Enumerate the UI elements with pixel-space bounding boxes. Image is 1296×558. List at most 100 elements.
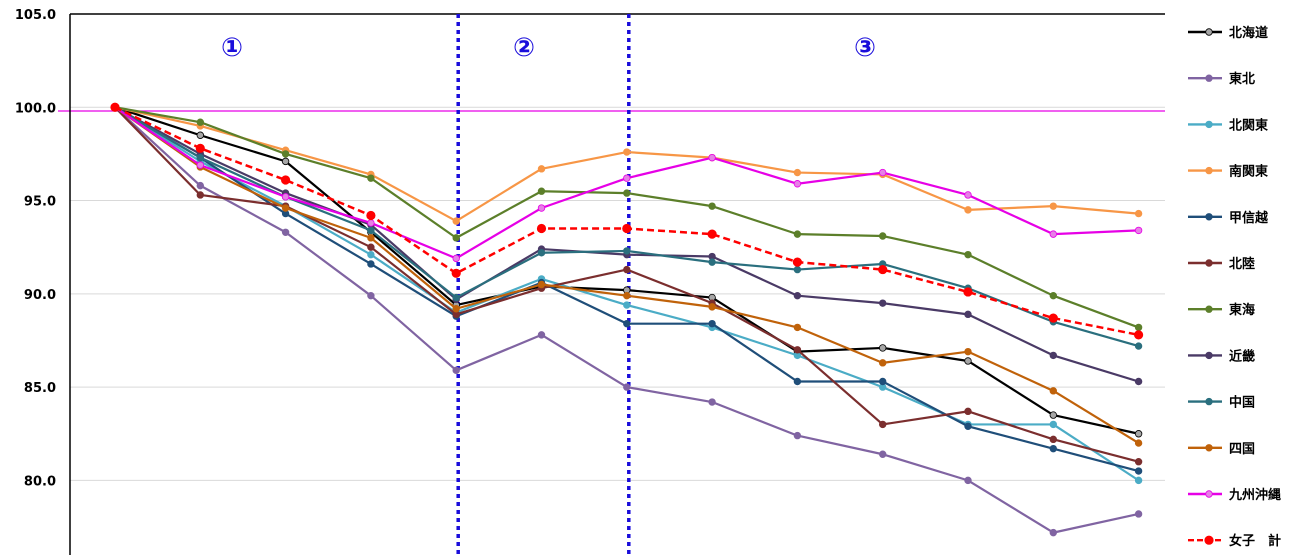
legend-item: 東海	[1188, 302, 1255, 318]
data-point	[451, 268, 461, 278]
data-point	[196, 181, 204, 190]
data-point	[1134, 377, 1143, 386]
data-point	[1048, 313, 1058, 323]
data-point	[708, 303, 716, 311]
data-point	[1134, 430, 1143, 438]
data-point	[537, 165, 546, 173]
series-line	[114, 106, 1139, 260]
data-point	[708, 258, 716, 266]
legend-swatch-marker	[1205, 351, 1213, 360]
data-point	[1134, 323, 1143, 332]
data-point	[537, 280, 546, 289]
legend-item: 近畿	[1188, 348, 1255, 364]
data-point	[1049, 351, 1057, 360]
data-point	[879, 359, 887, 367]
data-point	[793, 431, 802, 440]
data-point	[708, 319, 716, 328]
legend-label: 四国	[1229, 442, 1255, 457]
data-point	[1134, 458, 1143, 466]
data-point	[1134, 476, 1143, 485]
y-tick-label: 100.0	[15, 101, 56, 116]
data-point	[793, 168, 802, 177]
data-point	[537, 187, 546, 195]
data-point	[1134, 209, 1143, 218]
legend-swatch-marker	[1205, 397, 1213, 406]
data-point	[623, 319, 631, 328]
data-point	[964, 407, 972, 416]
data-point	[110, 102, 120, 112]
legend-label: 南関東	[1229, 164, 1268, 180]
y-tick-label: 80.0	[24, 474, 56, 489]
legend-label: 近畿	[1229, 348, 1255, 364]
data-point	[196, 118, 204, 126]
data-point	[281, 193, 290, 201]
data-point	[367, 260, 375, 268]
data-point	[708, 398, 716, 406]
data-point	[1049, 444, 1057, 453]
data-point	[196, 153, 204, 162]
phase-label: ②	[513, 33, 535, 63]
data-point	[964, 206, 972, 214]
data-point	[1134, 226, 1143, 235]
data-point	[367, 291, 375, 300]
data-point	[452, 293, 460, 302]
legend-label: 九州沖縄	[1228, 487, 1281, 503]
data-point	[964, 310, 972, 319]
data-point	[1049, 411, 1057, 419]
legend-label: 北陸	[1229, 256, 1255, 272]
data-point	[452, 305, 460, 313]
data-point	[367, 219, 375, 227]
legend-swatch-marker	[1205, 120, 1213, 129]
data-point	[623, 174, 631, 182]
data-point	[623, 189, 631, 197]
data-point	[367, 174, 375, 182]
data-point	[964, 347, 972, 356]
data-point	[1049, 420, 1057, 429]
series-line	[114, 106, 1139, 337]
data-point	[879, 420, 887, 429]
data-point	[1134, 439, 1143, 447]
legend-swatch-marker	[1205, 74, 1213, 82]
data-point	[536, 223, 547, 234]
legend-swatch-marker	[1205, 490, 1213, 498]
data-point	[1134, 342, 1143, 350]
data-point	[281, 150, 290, 158]
data-point	[964, 476, 972, 485]
series-lines	[110, 102, 1144, 537]
data-point	[366, 210, 376, 221]
data-point	[964, 191, 972, 199]
data-point	[1049, 528, 1057, 537]
data-point	[793, 346, 802, 354]
data-point	[196, 191, 204, 199]
legend-item: 北関東	[1188, 117, 1268, 133]
data-point	[1134, 330, 1144, 340]
data-point	[879, 299, 887, 307]
data-point	[793, 291, 802, 300]
data-point	[623, 247, 631, 255]
legend-label: 北関東	[1229, 117, 1268, 133]
data-point	[1049, 230, 1057, 238]
data-point	[793, 230, 802, 238]
data-point	[537, 249, 546, 257]
data-point	[281, 228, 290, 236]
y-tick-label: 90.0	[24, 288, 56, 303]
data-point	[879, 377, 887, 386]
legend-item: 南関東	[1188, 164, 1268, 180]
data-point	[281, 157, 290, 166]
data-point	[452, 234, 460, 242]
data-point	[1049, 387, 1057, 395]
legend-item: 中国	[1188, 395, 1255, 411]
data-point	[878, 264, 888, 275]
data-point	[367, 243, 375, 251]
phase-dividers: ① ② ③	[221, 14, 876, 555]
data-point	[537, 204, 546, 212]
data-point	[793, 265, 802, 274]
data-point	[879, 344, 887, 352]
data-point	[1134, 510, 1143, 518]
data-point	[879, 232, 887, 240]
data-point	[793, 180, 802, 188]
data-point	[452, 366, 460, 375]
